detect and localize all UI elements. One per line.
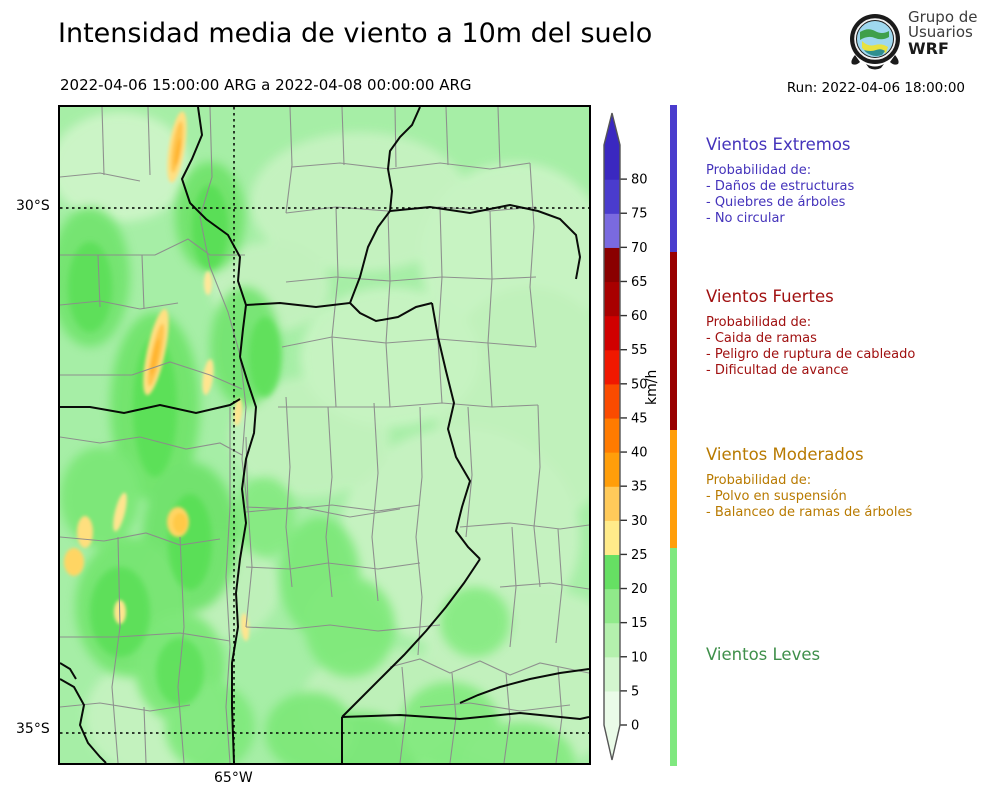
map-lon-label-65w: 65°W <box>214 770 253 786</box>
page-title: Intensidad media de viento a 10m del sue… <box>58 18 653 49</box>
legend-item: - Peligro de ruptura de cableado <box>706 347 916 363</box>
colorbar-ticks: 0 5 10 15 20 25 30 35 40 45 50 55 60 65 70 75 80 <box>620 173 648 734</box>
logo-line-2: Usuarios <box>908 23 973 42</box>
legend-bar-extremos <box>670 105 677 252</box>
globe-emblem-icon <box>850 14 900 70</box>
colorbar-tick-label: 55 <box>631 343 648 358</box>
legend-intro-extremos: Probabilidad de: <box>706 163 812 178</box>
logo-line-1: Grupo de <box>908 8 978 26</box>
colorbar-extend-min <box>604 725 620 760</box>
colorbar-tick-label: 30 <box>631 514 648 529</box>
map-canvas <box>60 107 589 763</box>
colorbar-band <box>604 247 620 283</box>
colorbar-band <box>604 145 620 180</box>
legend-bar-fuertes <box>670 252 677 430</box>
colorbar-tick-label: 50 <box>631 377 648 392</box>
legend-item: - No circular <box>706 211 785 227</box>
colorbar-tick-label: 75 <box>631 207 648 222</box>
colorbar-band <box>604 486 620 521</box>
legend-item: - Balanceo de ramas de árboles <box>706 505 913 521</box>
colorbar-tick-label: 15 <box>631 616 648 631</box>
colorbar-tick-label: 60 <box>631 309 648 324</box>
legend-body-fuertes: Probabilidad de: - Caida de ramas - Peli… <box>706 315 915 379</box>
legend-section-leves: Vientos Leves <box>706 645 820 673</box>
colorbar-band <box>604 452 620 487</box>
colorbar-bands <box>604 113 620 760</box>
colorbar-band <box>604 622 620 658</box>
colorbar-svg: 0 5 10 15 20 25 30 35 40 45 50 55 60 65 70 75 80 <box>603 112 648 761</box>
logo-line-3: WRF <box>908 38 949 58</box>
legend-item: - Quiebres de árboles <box>706 195 846 211</box>
colorbar-tick-label: 25 <box>631 548 648 563</box>
legend-intro-fuertes: Probabilidad de: <box>706 315 812 330</box>
wind-intensity-map[interactable] <box>58 105 591 765</box>
colorbar-band <box>604 417 620 453</box>
colorbar-band <box>604 588 620 624</box>
legend-section-moderados: Vientos Moderados Probabilidad de: - Pol… <box>706 445 912 521</box>
colorbar-band <box>604 349 620 385</box>
colorbar: 0 5 10 15 20 25 30 35 40 45 50 55 60 65 70 75 80 km/h <box>598 105 668 765</box>
colorbar-band <box>604 520 620 556</box>
legend-title-fuertes: Vientos Fuertes <box>706 287 834 306</box>
colorbar-tick-label: 35 <box>631 480 648 495</box>
colorbar-tick-label: 20 <box>631 582 648 597</box>
colorbar-tick-label: 65 <box>631 275 648 290</box>
legend-title-leves: Vientos Leves <box>706 645 821 664</box>
legend-item: - Polvo en suspensión <box>706 489 847 505</box>
colorbar-band <box>604 281 620 317</box>
logo-wordmark: Grupo de Usuarios WRF <box>908 8 978 58</box>
brand-logo: Grupo de Usuarios WRF <box>846 8 998 72</box>
forecast-valid-range: 2022-04-06 15:00:00 ARG a 2022-04-08 00:… <box>60 76 472 94</box>
legend-bar-moderados <box>670 430 677 548</box>
legend-section-fuertes: Vientos Fuertes Probabilidad de: - Caida… <box>706 287 915 379</box>
legend-item: - Dificultad de avance <box>706 363 849 379</box>
map-lat-label-35s: 35°S <box>16 721 50 737</box>
legend-title-extremos: Vientos Extremos <box>706 135 851 154</box>
wind-category-legend: Vientos Extremos Probabilidad de: - Daño… <box>670 105 990 770</box>
colorbar-band <box>604 690 620 726</box>
legend-intro-moderados: Probabilidad de: <box>706 473 812 488</box>
colorbar-tick-label: 0 <box>631 719 639 734</box>
colorbar-unit-label: km/h <box>644 369 660 405</box>
colorbar-tick-label: 10 <box>631 650 648 665</box>
colorbar-band <box>604 383 620 419</box>
map-lat-label-30s: 30°S <box>16 198 50 214</box>
model-run-label: Run: 2022-04-06 18:00:00 <box>786 80 965 96</box>
colorbar-band <box>604 179 620 214</box>
legend-bar-leves <box>670 548 677 766</box>
colorbar-outline <box>603 112 621 761</box>
colorbar-band <box>604 554 620 590</box>
legend-title-moderados: Vientos Moderados <box>706 445 864 464</box>
colorbar-tick-label: 80 <box>631 173 648 188</box>
legend-body-extremos: Probabilidad de: - Daños de estructuras … <box>706 163 854 227</box>
colorbar-tick-label: 45 <box>631 411 648 426</box>
colorbar-band <box>604 315 620 351</box>
colorbar-tick-label: 40 <box>631 446 648 461</box>
colorbar-extend-max <box>604 113 620 145</box>
legend-section-extremos: Vientos Extremos Probabilidad de: - Daño… <box>706 135 854 227</box>
colorbar-band <box>604 213 620 248</box>
legend-body-moderados: Probabilidad de: - Polvo en suspensión -… <box>706 473 912 521</box>
colorbar-tick-label: 70 <box>631 241 648 256</box>
legend-item: - Daños de estructuras <box>706 179 855 195</box>
colorbar-tick-label: 5 <box>631 684 639 699</box>
legend-item: - Caida de ramas <box>706 331 817 347</box>
colorbar-band <box>604 656 620 692</box>
